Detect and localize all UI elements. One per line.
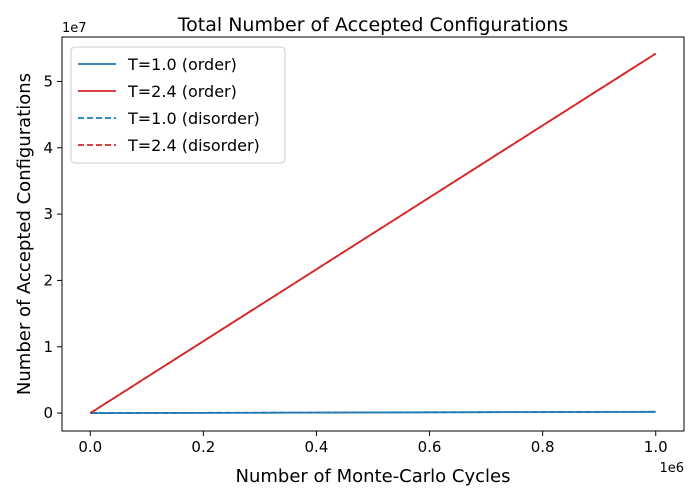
y-tick-label: 2 <box>43 271 53 289</box>
y-tick-label: 1 <box>43 338 53 356</box>
x-tick-label: 1.0 <box>644 438 668 456</box>
series-line-4 <box>89 52 657 414</box>
x-tick-label: 0.6 <box>418 438 442 456</box>
legend-label: T=1.0 (order) <box>127 55 237 74</box>
x-tick-label: 0.2 <box>191 438 215 456</box>
legend-label: T=2.4 (order) <box>127 82 237 101</box>
legend-label: T=1.0 (disorder) <box>127 109 260 128</box>
legend-label: T=2.4 (disorder) <box>127 136 260 155</box>
x-tick-label: 0.8 <box>531 438 555 456</box>
legend-box <box>70 46 286 164</box>
y-axis-label: Number of Accepted Configurations <box>14 73 35 395</box>
chart-title: Total Number of Accepted Configurations <box>177 14 568 36</box>
legend: T=1.0 (order) T=2.4 (order) T=1.0 (disorde… <box>70 46 286 164</box>
series-line-3 <box>90 410 656 415</box>
x-tick-label: 0.4 <box>305 438 329 456</box>
plot-frame <box>61 36 685 432</box>
x-axis-label: Number of Monte-Carlo Cycles <box>236 466 511 487</box>
x-tick-label: 0.0 <box>78 438 102 456</box>
y-tick-label: 3 <box>43 205 53 223</box>
axis-ticks: 0.0 0.2 0.4 0.6 0.8 1.0 0 1 2 3 4 5 <box>43 72 667 456</box>
x-offset-label: 1e6 <box>659 461 684 476</box>
y-tick-label: 0 <box>43 404 53 422</box>
plot-lines <box>89 52 657 415</box>
y-offset-label: 1e7 <box>62 21 87 36</box>
y-tick-label: 5 <box>43 72 53 90</box>
y-tick-label: 4 <box>43 139 53 157</box>
